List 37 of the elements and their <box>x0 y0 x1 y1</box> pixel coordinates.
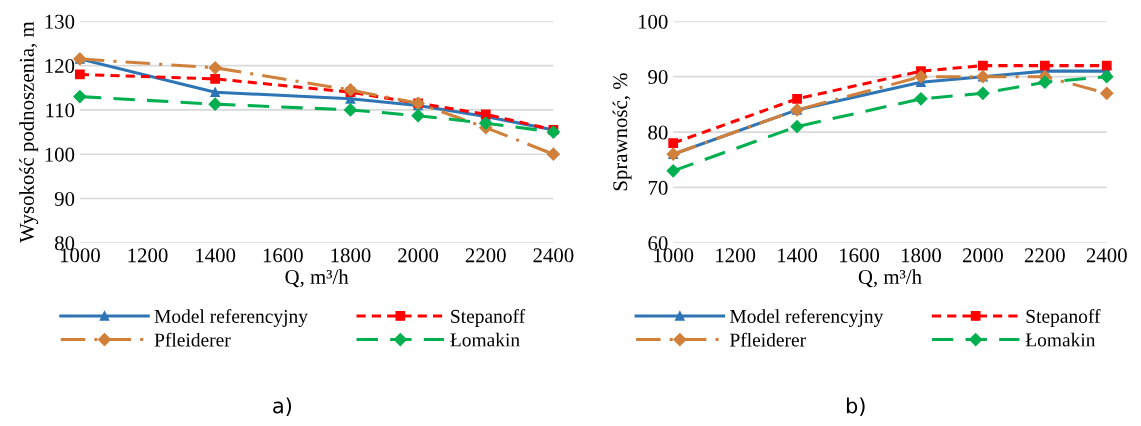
y-tick-label: 100 <box>45 147 75 162</box>
x-tick-label: 1800 <box>901 248 941 263</box>
x-tick-label: 2000 <box>962 248 1003 263</box>
x-tick-label: 1200 <box>128 248 168 263</box>
x-tick-label: 2400 <box>533 248 574 263</box>
x-axis-title: Q, m³/h <box>285 269 349 288</box>
y-tick-label: 90 <box>648 70 668 85</box>
legend-label: Pfleiderer <box>154 332 231 347</box>
x-axis-title: Q, m³/h <box>858 269 922 288</box>
legend-label: Stepanoff <box>1026 309 1101 327</box>
legend-label: Model referencyjny <box>154 309 308 327</box>
legend-label: Łomakin <box>450 332 520 347</box>
y-axis-title: Sprawność, % <box>612 73 632 191</box>
y-tick-label: 120 <box>45 58 75 74</box>
x-tick-label: 1600 <box>840 248 880 263</box>
x-tick-label: 1400 <box>778 248 818 263</box>
x-tick-label: 2200 <box>465 248 506 263</box>
text: b) <box>846 397 865 416</box>
y-tick-label: 70 <box>648 180 668 195</box>
legend-label: Model referencyjny <box>729 309 884 327</box>
y-tick-label: 100 <box>638 14 668 29</box>
y-tick-label: 130 <box>45 14 75 29</box>
x-tick-label: 2000 <box>398 248 439 263</box>
y-tick-label: 80 <box>648 125 668 140</box>
legend-label: Pfleiderer <box>729 332 806 347</box>
y-tick-label: 110 <box>46 103 75 118</box>
x-tick-label: 1800 <box>331 248 371 263</box>
x-tick-label: 1600 <box>263 248 303 263</box>
y-axis-title: Wysokość podnoszenia, m <box>19 21 39 243</box>
x-tick-label: 2200 <box>1024 248 1065 263</box>
y-tick-label: 90 <box>54 191 75 206</box>
x-tick-label: 2400 <box>1086 248 1127 263</box>
x-tick-label: 1400 <box>196 248 236 263</box>
x-tick-label: 1200 <box>716 248 756 263</box>
text: a) <box>273 397 292 416</box>
legend-label: Łomakin <box>1025 332 1096 347</box>
legend-label: Stepanoff <box>451 309 526 327</box>
